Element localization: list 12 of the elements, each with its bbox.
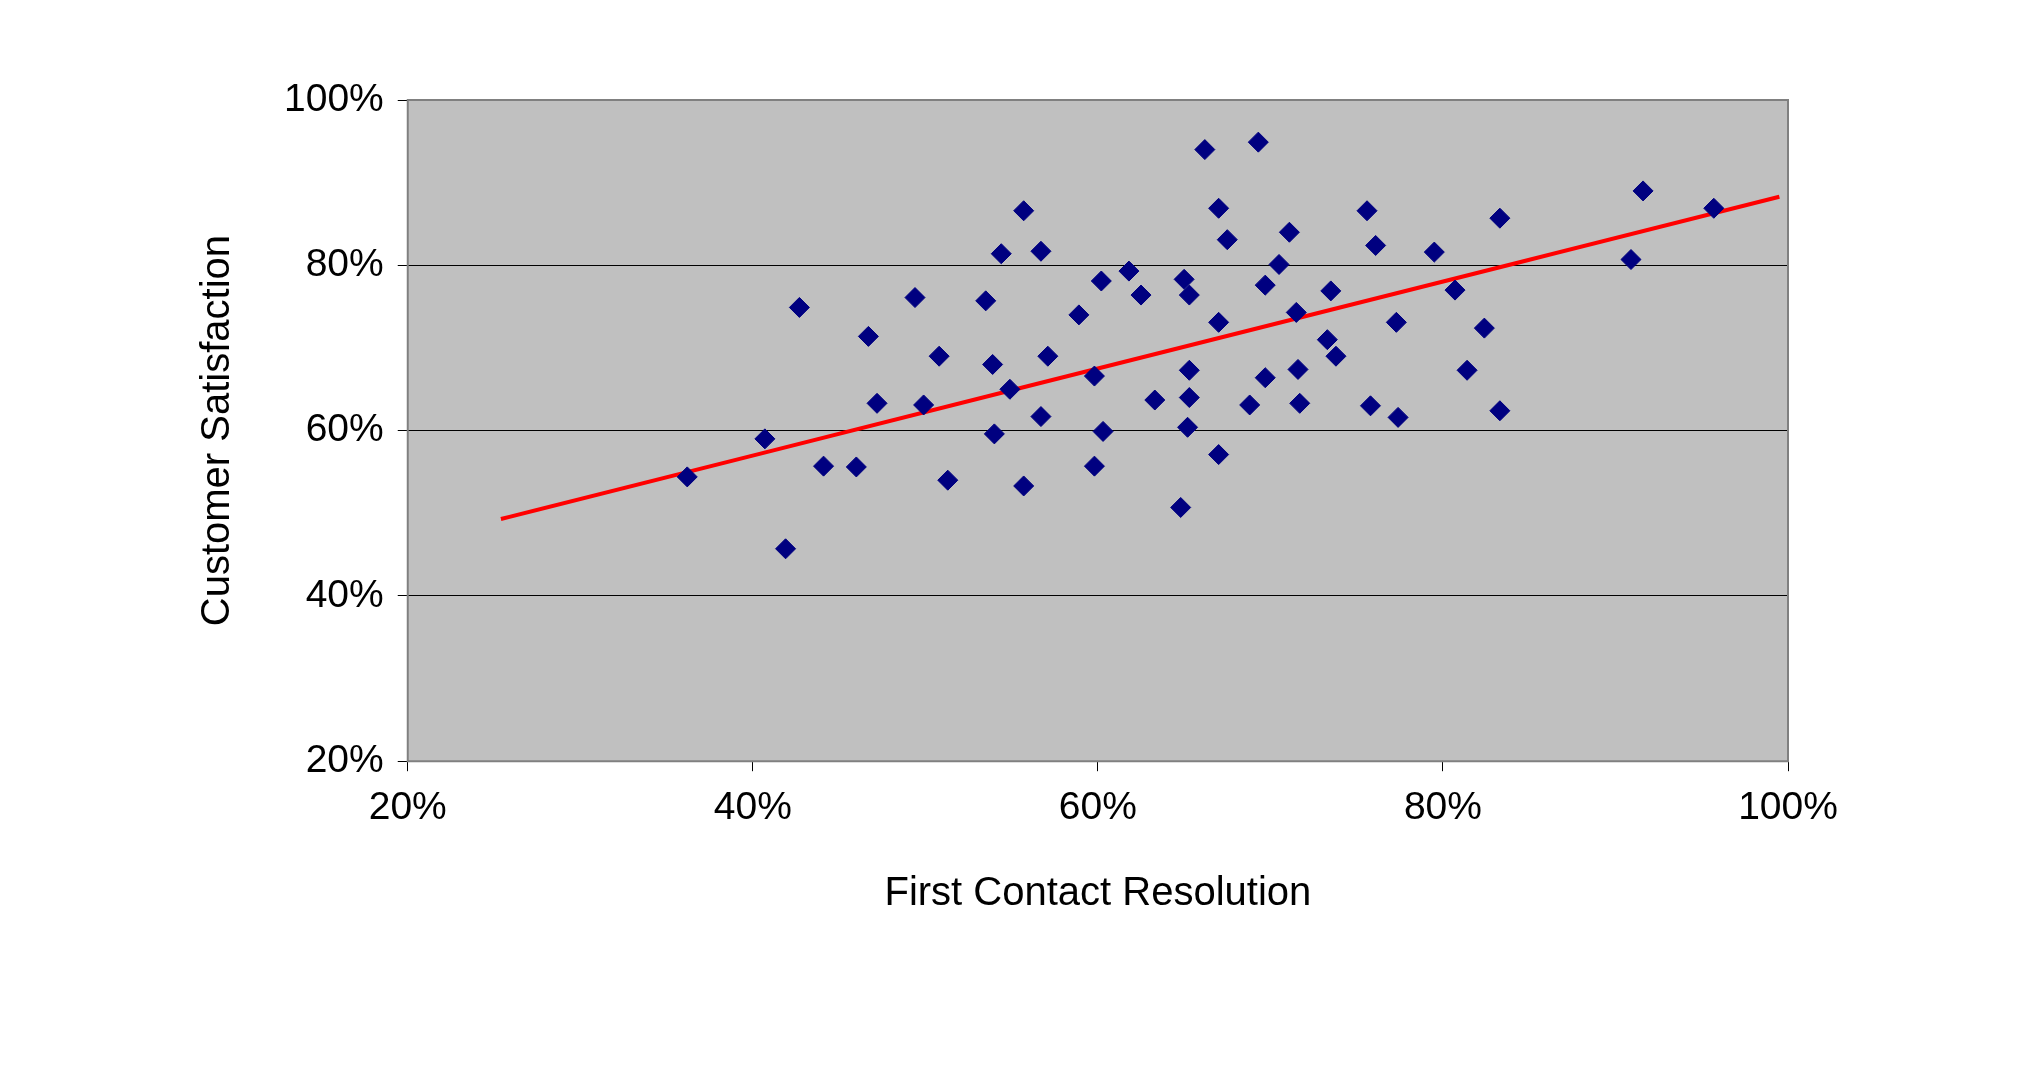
x-tick-label: 40% — [713, 784, 792, 828]
y-tick-label: 100% — [284, 75, 384, 119]
x-tick-label: 20% — [368, 784, 447, 828]
x-tick-label: 100% — [1738, 784, 1838, 828]
x-tick-label: 80% — [1403, 784, 1482, 828]
y-tick-label: 80% — [305, 241, 384, 285]
x-axis-title: First Contact Resolution — [884, 869, 1312, 914]
y-tick-label: 40% — [305, 571, 384, 615]
x-tick-label: 60% — [1058, 784, 1137, 828]
y-tick-label: 60% — [305, 406, 384, 450]
y-tick-label: 20% — [305, 736, 384, 780]
y-axis-title: Customer Satisfaction — [193, 234, 238, 627]
